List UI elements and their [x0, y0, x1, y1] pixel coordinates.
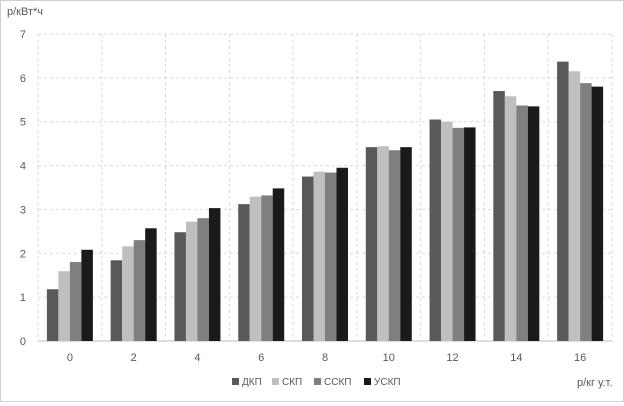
bar-ДКП-16: [557, 61, 569, 341]
legend: ДКП СКП ССКП УСКП: [232, 377, 401, 388]
legend-item: ДКП: [232, 377, 262, 388]
bar-СКП-8: [313, 171, 325, 341]
bar-УСКП-14: [527, 106, 540, 341]
bar-ССКП-10: [388, 150, 401, 341]
y-tick-label: 6: [20, 73, 26, 85]
x-tick-label: 2: [131, 352, 137, 364]
bar-УСКП-4: [208, 208, 221, 341]
x-tick-label: 4: [194, 352, 200, 364]
y-tick-label: 0: [20, 336, 26, 348]
x-tick-label: 8: [322, 352, 328, 364]
bar-СКП-6: [249, 196, 262, 341]
bar-ССКП-14: [516, 105, 528, 341]
x-tick-label: 16: [574, 352, 586, 364]
legend-swatch: [272, 378, 279, 385]
bar-УСКП-2: [145, 228, 157, 341]
bar-УСКП-6: [272, 188, 285, 341]
bar-УСКП-16: [591, 86, 604, 341]
legend-swatch: [232, 378, 239, 385]
x-tick-label: 14: [510, 352, 522, 364]
y-tick-label: 3: [20, 204, 26, 216]
y-axis-label: р/кВт*ч: [7, 6, 43, 18]
x-tick-label: 12: [446, 352, 458, 364]
bar-СКП-2: [122, 246, 134, 341]
legend-item: СКП: [272, 377, 302, 388]
legend-label: УСКП: [374, 377, 401, 388]
legend-label: ССКП: [324, 377, 351, 388]
bar-ДКП-10: [365, 147, 378, 341]
bar-УСКП-8: [336, 167, 348, 341]
x-tick-label: 6: [258, 352, 264, 364]
bar-ССКП-2: [133, 240, 146, 341]
bar-ССКП-0: [69, 262, 82, 341]
bar-СКП-0: [58, 271, 70, 341]
bar-СКП-4: [185, 221, 198, 341]
bar-ССКП-12: [452, 127, 465, 342]
bar-ДКП-14: [493, 91, 505, 341]
bar-ДКП-4: [174, 232, 186, 341]
legend-label: СКП: [282, 377, 302, 388]
legend-swatch: [364, 378, 371, 385]
bar-УСКП-12: [464, 127, 476, 341]
y-tick-label: 1: [20, 292, 26, 304]
x-tick-label: 10: [383, 352, 395, 364]
bar-СКП-16: [568, 71, 581, 342]
bar-ССКП-8: [325, 172, 337, 341]
y-tick-label: 2: [20, 248, 26, 260]
bar-ССКП-16: [580, 83, 592, 342]
y-tick-label: 4: [20, 161, 26, 173]
bar-УСКП-10: [400, 147, 412, 341]
x-axis-label: р/кг у.т.: [577, 377, 612, 389]
bars-group: [46, 61, 604, 342]
legend-label: ДКП: [242, 377, 262, 388]
bar-ДКП-2: [110, 260, 123, 341]
bar-УСКП-0: [81, 249, 93, 341]
bar-ДКП-12: [429, 119, 442, 342]
y-tick-label: 5: [20, 117, 26, 129]
bar-ДКП-6: [238, 204, 250, 341]
bar-СКП-14: [504, 96, 517, 341]
bar-ССКП-6: [261, 195, 273, 341]
bar-ДКП-0: [46, 289, 59, 341]
bar-СКП-12: [441, 121, 453, 341]
legend-item: ССКП: [314, 377, 351, 388]
bar-СКП-10: [377, 146, 389, 341]
x-tick-label: 0: [67, 352, 73, 364]
legend-item: УСКП: [364, 377, 401, 388]
y-tick-label: 7: [20, 29, 26, 41]
legend-swatch: [314, 378, 321, 385]
bar-ССКП-4: [197, 218, 209, 341]
bar-ДКП-8: [302, 176, 314, 341]
